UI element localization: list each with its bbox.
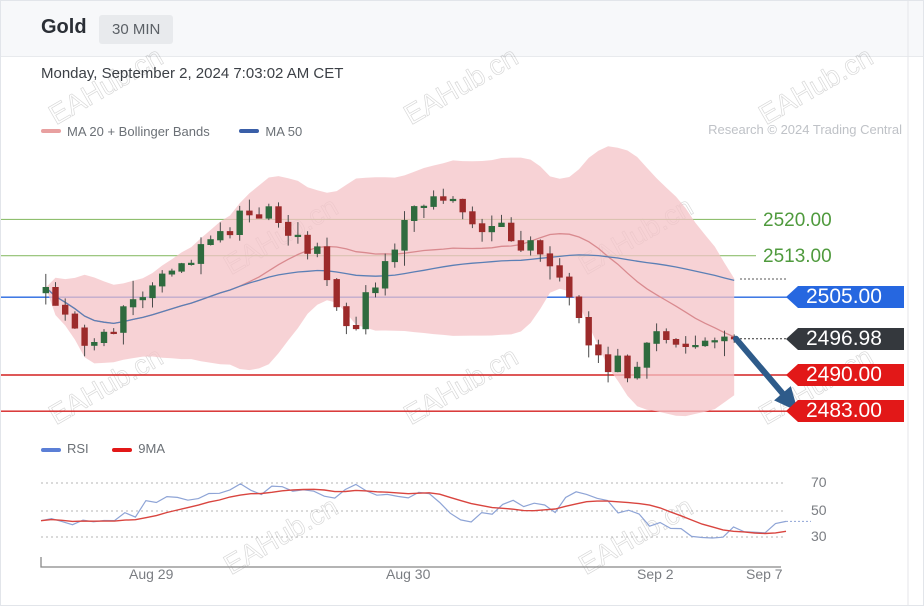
svg-text:2490.00: 2490.00 — [806, 363, 882, 386]
svg-text:2520.00: 2520.00 — [763, 210, 832, 231]
svg-text:2483.00: 2483.00 — [806, 399, 882, 422]
svg-text:2496.98: 2496.98 — [806, 327, 882, 350]
svg-text:2513.00: 2513.00 — [763, 246, 832, 267]
svg-text:2505.00: 2505.00 — [806, 285, 882, 308]
